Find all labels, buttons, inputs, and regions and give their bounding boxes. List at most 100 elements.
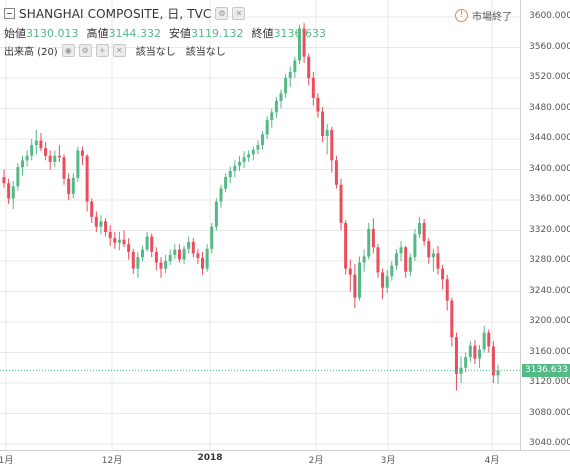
candle [11,180,15,210]
candle [404,245,408,278]
candle [34,129,38,155]
candle-body [76,150,80,178]
plus-icon[interactable]: + [95,43,109,57]
candle-body [357,262,361,298]
time-tick-label: 12月 [101,456,123,466]
chart-legend: SHANGHAI COMPOSITE, 日, TVC ⚙ ✕ 始値3130.01… [4,4,326,58]
candle [219,184,223,208]
candle [117,232,121,251]
low-label: 安値 [169,27,191,40]
candle [159,257,163,278]
candle [454,332,458,391]
candle [53,150,57,168]
candle [330,126,334,173]
candle [261,131,265,150]
price-tick-label: 3440.000 [529,133,570,143]
candle [164,254,168,274]
candle-body [150,236,154,252]
candle-body [99,221,103,227]
candle-body [284,78,288,94]
candle-body [311,78,315,98]
candle-body [168,254,172,261]
candle-body [104,221,108,233]
ohlc-values: 始値3130.013 高値3144.332 安値3119.132 終値3136.… [4,25,326,40]
candle-body [127,244,131,252]
candle [367,222,371,260]
candle [113,232,117,249]
candle [297,24,301,65]
candle [154,247,158,271]
candle-body [80,150,84,156]
candle [256,140,260,155]
open-value: 3130.013 [26,27,79,40]
candle [145,232,149,252]
close-icon[interactable]: ✕ [112,43,126,57]
candle [191,238,195,258]
open-label: 始値 [4,27,26,40]
candle-body [57,155,61,158]
indicator-value: 該当なし [135,46,176,58]
candle [385,270,389,294]
price-tick-label: 3280.000 [529,255,570,265]
candle [67,173,71,200]
candle [90,198,94,223]
candle-body [330,129,334,161]
candle [141,245,145,261]
candle [99,215,103,235]
candle [427,238,431,265]
candle-body [302,28,306,57]
settings-icon[interactable]: ⚙ [78,43,92,57]
candle [242,151,246,168]
candle-body [293,60,297,72]
candle [196,248,200,265]
close-icon[interactable]: ✕ [232,6,246,20]
candle [122,230,126,248]
candle-body [325,129,329,136]
candle [325,123,329,155]
candle-body [436,253,440,269]
collapse-icon[interactable] [4,7,15,19]
candle [445,274,449,311]
candle [293,56,297,78]
time-axis[interactable]: 1月 12月 2018 2月 3月 4月 [0,450,570,467]
candle [344,219,348,275]
candle-body [219,188,223,202]
candle [168,249,172,265]
candle-body [90,201,94,217]
candle-body [113,238,117,243]
candle-body [344,222,348,269]
candle-body [30,145,34,156]
candle-body [145,236,149,250]
candle-body [94,216,98,227]
candle [2,169,6,188]
candlestick-plot[interactable] [0,0,520,450]
candle-body [371,228,375,248]
candle [450,297,454,347]
market-status[interactable]: ! 市場終了 [455,8,512,23]
candle [127,238,131,260]
candle [284,74,288,98]
candle-body [394,253,398,266]
candle-body [53,155,57,162]
eye-icon[interactable]: ◉ [61,43,75,57]
candle-body [182,248,186,260]
time-tick-label: 1月 [0,456,14,466]
candle [214,198,218,231]
candle [339,178,343,231]
settings-icon[interactable]: ⚙ [215,6,229,20]
candle [482,325,486,353]
candle-body [16,167,20,187]
candle-body [376,247,380,273]
price-axis[interactable]: 3600.000 3560.000 3520.000 3480.000 3440.000… [520,0,570,450]
candle-body [491,346,495,376]
candle-body [413,234,417,258]
candle [187,236,191,254]
candle-body [339,184,343,223]
candle-body [242,157,246,162]
candle-body [154,251,158,263]
candle [408,253,412,277]
candle [108,225,112,246]
candle-body [418,222,422,235]
candle-body [136,257,140,269]
candle [371,218,375,254]
